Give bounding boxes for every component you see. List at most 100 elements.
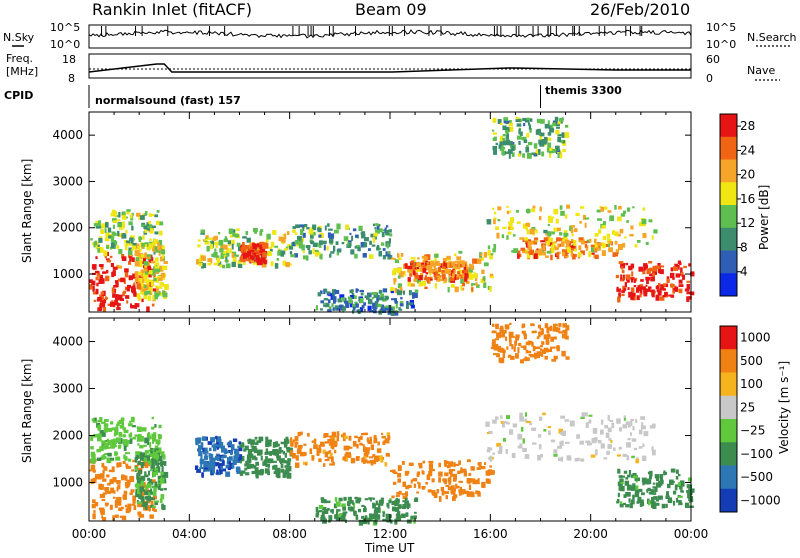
- echo-cell: [502, 137, 506, 141]
- echo-cell: [369, 254, 374, 259]
- echo-cell: [684, 502, 690, 508]
- echo-cell: [139, 456, 144, 461]
- echo-cell: [500, 135, 503, 142]
- echo-cell: [103, 250, 108, 256]
- echo-cell: [622, 453, 628, 457]
- echo-cell: [138, 469, 143, 475]
- echo-cell: [92, 477, 97, 483]
- echo-cell: [197, 448, 201, 452]
- echo-cell: [548, 126, 552, 130]
- echo-cell: [428, 464, 433, 469]
- echo-cell: [534, 237, 539, 242]
- echo-cell: [373, 292, 379, 298]
- echo-cell: [373, 307, 377, 314]
- echo-cell: [519, 443, 523, 446]
- echo-cell: [473, 271, 476, 278]
- echo-cell: [97, 248, 100, 253]
- echo-cell: [112, 266, 118, 270]
- echo-cell: [564, 255, 569, 258]
- echo-cell: [135, 451, 140, 458]
- echo-cell: [525, 242, 529, 248]
- echo-cell: [334, 229, 339, 234]
- freq-tick-18: 18: [62, 53, 76, 66]
- echo-cell: [624, 281, 627, 288]
- echo-cell: [251, 245, 257, 250]
- echo-cell: [678, 288, 683, 294]
- echo-cell: [648, 500, 651, 506]
- echo-cell: [374, 457, 378, 462]
- echo-cell: [540, 348, 543, 351]
- echo-cell: [558, 457, 562, 461]
- echo-cell: [408, 269, 413, 274]
- freq-label: Freq.: [6, 52, 33, 65]
- echo-cell: [267, 458, 272, 464]
- echo-cell: [213, 447, 217, 452]
- echo-cell: [151, 426, 155, 430]
- echo-cell: [555, 145, 560, 152]
- echo-cell: [529, 249, 534, 256]
- echo-cell: [134, 277, 138, 283]
- echo-cell: [489, 455, 493, 462]
- echo-cell: [512, 423, 518, 428]
- echo-cell: [155, 460, 158, 466]
- echo-cell: [655, 285, 660, 290]
- echo-cell: [550, 346, 556, 349]
- echo-cell: [163, 265, 168, 270]
- echo-cell: [673, 490, 677, 495]
- echo-cell: [142, 492, 146, 496]
- echo-cell: [280, 251, 284, 257]
- echo-cell: [132, 436, 136, 440]
- echo-cell: [114, 505, 118, 508]
- echo-cell: [417, 471, 421, 475]
- echo-cell: [312, 224, 317, 231]
- echo-cell: [485, 478, 490, 484]
- echo-cell: [421, 281, 426, 286]
- echo-cell: [458, 276, 461, 279]
- echo-cell: [634, 489, 640, 494]
- echo-cell: [559, 150, 562, 154]
- echo-cell: [143, 273, 147, 279]
- echo-cell: [400, 303, 404, 307]
- echo-cell: [679, 486, 683, 490]
- echo-cell: [527, 241, 532, 247]
- echo-cell: [647, 288, 650, 292]
- echo-cell: [367, 439, 373, 444]
- freq-panel-frame: [88, 53, 692, 79]
- echo-cell: [134, 459, 138, 463]
- echo-cell: [102, 469, 105, 474]
- echo-cell: [122, 434, 126, 438]
- echo-cell: [154, 502, 158, 505]
- echo-cell: [112, 270, 116, 277]
- colorbar-frame: [719, 325, 738, 513]
- echo-cell: [315, 305, 318, 311]
- echo-cell: [156, 287, 159, 293]
- echo-cell: [621, 289, 625, 293]
- echo-cell: [131, 225, 134, 231]
- echo-cell: [134, 466, 138, 471]
- echo-cell: [142, 288, 147, 293]
- echo-cell: [684, 288, 690, 292]
- echo-cell: [648, 219, 653, 223]
- echo-cell: [115, 456, 121, 461]
- echo-cell: [316, 450, 319, 456]
- echo-cell: [279, 447, 282, 453]
- echo-cell: [147, 495, 152, 502]
- echo-cell: [405, 470, 410, 474]
- echo-cell: [367, 518, 370, 525]
- echo-cell: [564, 239, 570, 244]
- echo-cell: [348, 446, 353, 449]
- echo-cell: [502, 226, 507, 230]
- echo-cell: [576, 457, 580, 462]
- echo-cell: [397, 290, 402, 296]
- echo-cell: [101, 223, 106, 229]
- echo-cell: [382, 518, 387, 522]
- echo-cell: [397, 253, 400, 258]
- echo-cell: [159, 246, 163, 251]
- echo-cell: [408, 462, 414, 466]
- echo-cell: [229, 466, 233, 470]
- echo-cell: [475, 282, 478, 286]
- echo-cell: [355, 456, 360, 461]
- echo-cell: [152, 439, 154, 444]
- echo-cell: [624, 480, 630, 486]
